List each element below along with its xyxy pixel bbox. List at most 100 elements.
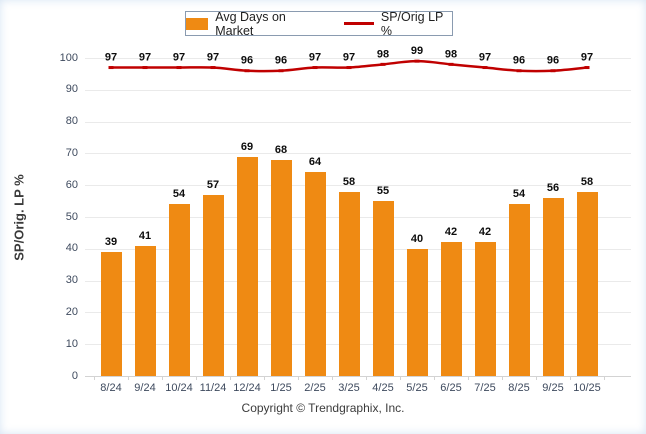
bar — [236, 156, 258, 376]
bar — [338, 191, 360, 376]
y-tick-label: 50 — [65, 210, 78, 223]
x-axis-tick — [536, 376, 537, 380]
gridline — [85, 89, 631, 91]
bar — [202, 194, 224, 376]
x-axis-tick — [604, 376, 605, 380]
x-axis-tick — [162, 376, 163, 380]
bar — [440, 242, 462, 376]
x-axis-tick — [570, 376, 571, 380]
line-marker — [346, 66, 352, 70]
y-tick-label: 70 — [65, 146, 78, 159]
y-tick-label: 10 — [65, 337, 78, 350]
line-marker — [244, 69, 250, 73]
legend: Avg Days on Market SP/Orig LP % — [185, 9, 453, 38]
line-value-label: 99 — [411, 45, 423, 57]
y-tick-label: 0 — [71, 369, 78, 382]
bar — [168, 204, 190, 376]
line-value-label: 96 — [547, 55, 559, 67]
x-tick-label: 9/25 — [542, 382, 564, 394]
bar — [270, 159, 292, 376]
line-value-label: 96 — [513, 55, 525, 67]
bar-value-label: 57 — [206, 178, 220, 191]
line-marker — [550, 69, 556, 73]
x-tick-label: 2/25 — [304, 382, 326, 394]
x-tick-label: 12/24 — [233, 382, 261, 394]
x-tick-label: 4/25 — [372, 382, 394, 394]
y-axis-title: SP/Orig. LP % — [11, 174, 27, 261]
line-marker — [108, 66, 114, 70]
bar — [372, 201, 394, 376]
y-tick-label: 90 — [65, 83, 78, 96]
legend-line-swatch — [344, 22, 374, 25]
bar-value-label: 42 — [444, 226, 458, 239]
x-tick-label: 6/25 — [440, 382, 462, 394]
line-marker — [210, 66, 216, 70]
bar — [134, 245, 156, 376]
x-axis-tick — [196, 376, 197, 380]
x-tick-label: 8/25 — [508, 382, 530, 394]
gridline — [85, 153, 631, 155]
bar-value-label: 58 — [580, 175, 594, 188]
bar — [474, 242, 496, 376]
x-axis-tick — [502, 376, 503, 380]
line-marker — [516, 69, 522, 73]
y-tick-label: 30 — [65, 274, 78, 287]
y-tick-label: 20 — [65, 305, 78, 318]
x-axis-line — [85, 376, 631, 377]
copyright-text: Copyright © Trendgraphix, Inc. — [241, 401, 405, 415]
bar-value-label: 40 — [410, 232, 424, 245]
bar-value-label: 56 — [546, 181, 560, 194]
x-axis-tick — [366, 376, 367, 380]
x-axis-tick — [298, 376, 299, 380]
x-tick-label: 5/25 — [406, 382, 428, 394]
x-axis-tick — [468, 376, 469, 380]
trend-line — [111, 59, 588, 73]
bar-value-label: 69 — [240, 140, 254, 153]
x-axis-tick — [230, 376, 231, 380]
x-tick-label: 8/24 — [100, 382, 122, 394]
line-value-label: 96 — [275, 55, 287, 67]
line-marker — [176, 66, 182, 70]
line-marker — [278, 69, 284, 73]
x-axis-tick — [94, 376, 95, 380]
bar-value-label: 41 — [138, 229, 152, 242]
bar-value-label: 39 — [104, 235, 118, 248]
y-tick-label: 60 — [65, 178, 78, 191]
line-marker — [584, 66, 590, 70]
bar-value-label: 54 — [172, 188, 186, 201]
line-marker — [312, 66, 318, 70]
bar-value-label: 54 — [512, 188, 526, 201]
bar-value-label: 64 — [308, 156, 322, 169]
line-marker — [482, 66, 488, 70]
bar — [508, 204, 530, 376]
x-tick-label: 7/25 — [474, 382, 496, 394]
bar — [100, 251, 122, 376]
gridline — [85, 185, 631, 187]
legend-line-label: SP/Orig LP % — [380, 9, 444, 38]
x-tick-label: 9/24 — [134, 382, 156, 394]
line-marker — [380, 62, 386, 66]
gridline — [85, 58, 631, 59]
line-value-label: 96 — [241, 55, 253, 67]
x-axis-tick — [264, 376, 265, 380]
line-marker — [142, 66, 148, 70]
bar-value-label: 55 — [376, 185, 390, 198]
bar — [406, 248, 428, 376]
gridline — [85, 121, 631, 123]
x-tick-label: 11/24 — [199, 382, 227, 394]
y-tick-label: 40 — [65, 242, 78, 255]
y-tick-label: 80 — [65, 115, 78, 128]
legend-bar-label: Avg Days on Market — [215, 9, 286, 38]
bar — [542, 197, 564, 376]
legend-bar-swatch — [186, 17, 209, 30]
x-tick-label: 10/24 — [165, 382, 193, 394]
y-tick-label: 100 — [59, 51, 78, 64]
bar — [304, 172, 326, 376]
x-axis-tick — [400, 376, 401, 380]
x-axis-tick — [434, 376, 435, 380]
bar-value-label: 58 — [342, 175, 356, 188]
x-tick-label: 10/25 — [573, 382, 601, 394]
line-marker — [448, 62, 454, 66]
x-axis-tick — [128, 376, 129, 380]
